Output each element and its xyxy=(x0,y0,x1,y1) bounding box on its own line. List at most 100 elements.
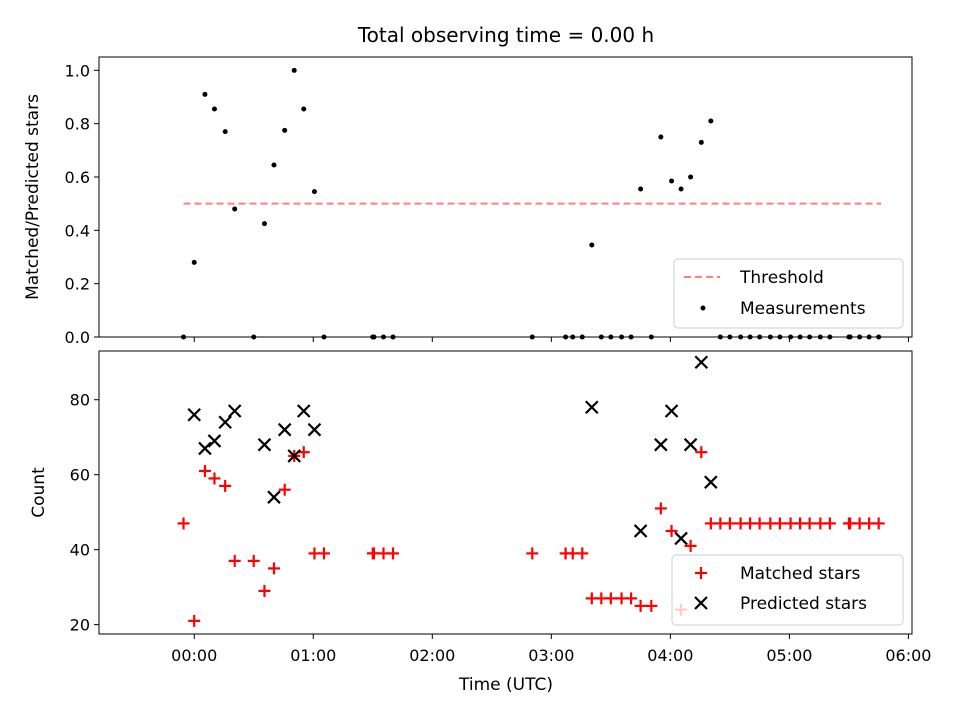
bottom-y-tick-label: 40 xyxy=(70,541,90,560)
matched-star-point xyxy=(267,562,280,575)
matched-stars-points xyxy=(177,446,885,627)
matched-star-point xyxy=(665,524,678,537)
predicted-star-point xyxy=(277,422,292,437)
x-tick-label: 05:00 xyxy=(766,646,812,665)
top-panel: 0.0 0.2 0.4 0.6 0.8 1.0 Matched/Predicted sta… xyxy=(23,56,913,347)
measurement-point xyxy=(589,242,595,248)
legend-predicted-label: Predicted stars xyxy=(740,594,867,614)
legend-measurements-swatch xyxy=(700,305,706,311)
matched-star-point xyxy=(625,592,638,605)
x-tick-label: 01:00 xyxy=(290,646,336,665)
matched-star-point xyxy=(695,446,708,459)
measurement-point xyxy=(211,106,217,112)
matched-star-point xyxy=(219,479,232,492)
measurement-point xyxy=(708,118,714,124)
top-y-tick-label: 0.2 xyxy=(65,275,90,294)
top-y-tick-label: 0.6 xyxy=(65,168,90,187)
matched-star-point xyxy=(228,554,241,567)
top-legend-box xyxy=(673,258,904,329)
predicted-star-point xyxy=(218,415,232,429)
matched-star-point xyxy=(645,599,658,612)
predicted-star-point xyxy=(664,404,679,418)
top-y-tick-label: 0.0 xyxy=(65,328,90,347)
legend-predicted-swatch xyxy=(694,596,708,610)
matched-star-point xyxy=(773,517,786,530)
measurement-point xyxy=(301,106,307,112)
predicted-star-point xyxy=(585,400,599,415)
predicted-star-point xyxy=(674,531,688,546)
predicted-stars-points xyxy=(187,355,718,546)
measurement-point xyxy=(291,67,297,73)
measurement-point xyxy=(688,174,694,180)
bottom-panel: 20 40 60 80 00:00 01:00 02:00 03:00 04:00 05:00 06… xyxy=(29,350,932,695)
bottom-legend-box xyxy=(671,554,904,626)
matched-star-point xyxy=(387,547,400,560)
predicted-star-point xyxy=(227,404,242,418)
matched-star-point xyxy=(177,517,190,530)
matched-star-point xyxy=(278,483,291,496)
matched-star-point xyxy=(604,592,617,605)
top-legend: Threshold Measurements xyxy=(673,258,904,329)
predicted-star-point xyxy=(187,407,202,422)
x-tick-label: 02:00 xyxy=(409,646,455,665)
top-y-tick-label: 0.8 xyxy=(65,115,90,134)
measurement-point xyxy=(698,139,704,145)
matched-star-point xyxy=(684,539,697,552)
measurement-point xyxy=(271,162,277,168)
matched-star-point xyxy=(723,517,736,530)
measurement-point xyxy=(638,186,644,192)
predicted-star-point xyxy=(267,490,281,504)
x-tick-label: 03:00 xyxy=(528,646,574,665)
top-y-tick-label: 0.4 xyxy=(65,221,90,240)
predicted-star-point xyxy=(654,437,668,452)
top-axes-frame xyxy=(98,56,913,338)
predicted-star-point xyxy=(683,437,698,452)
x-axis-label: Time (UTC) xyxy=(458,675,553,695)
measurement-point xyxy=(191,259,197,265)
bottom-legend: Matched stars Predicted stars xyxy=(671,554,904,626)
matched-star-point xyxy=(317,547,330,560)
x-tick-label: 06:00 xyxy=(885,646,931,665)
legend-matched-swatch xyxy=(695,567,707,579)
predicted-star-point xyxy=(633,524,648,538)
matched-star-point xyxy=(803,517,816,530)
matched-star-point xyxy=(823,517,836,530)
predicted-star-point xyxy=(257,437,272,452)
predicted-star-point xyxy=(287,449,301,463)
legend-measurements-label: Measurements xyxy=(740,299,866,319)
legend-threshold-label: Threshold xyxy=(739,268,824,288)
bottom-y-tick-label: 60 xyxy=(70,466,90,485)
bottom-y-axis-label: Count xyxy=(29,467,49,518)
predicted-star-point xyxy=(307,422,322,437)
measurement-point xyxy=(658,134,664,140)
matched-star-point xyxy=(188,614,201,627)
measurement-point xyxy=(232,206,238,212)
matched-star-point xyxy=(297,446,310,459)
x-tick-label: 04:00 xyxy=(647,646,693,665)
x-tick-label: 00:00 xyxy=(171,646,217,665)
predicted-star-point xyxy=(296,404,311,418)
matched-star-point xyxy=(654,502,667,515)
top-ticks: 0.0 0.2 0.4 0.6 0.8 1.0 xyxy=(65,61,909,347)
top-y-axis-label: Matched/Predicted stars xyxy=(23,94,43,300)
matched-star-point xyxy=(208,472,221,485)
matched-star-point xyxy=(872,517,885,530)
bottom-y-tick-label: 20 xyxy=(70,616,90,635)
measurement-point xyxy=(202,91,208,97)
predicted-star-point xyxy=(694,355,709,370)
bottom-axes-frame xyxy=(98,350,913,635)
bottom-ticks: 20 40 60 80 00:00 01:00 02:00 03:00 04:00 05:00 06… xyxy=(70,391,932,665)
matched-star-point xyxy=(753,517,766,530)
measurement-point xyxy=(669,178,675,184)
matched-star-point xyxy=(247,554,260,567)
measurement-point xyxy=(282,127,288,133)
legend-matched-label: Matched stars xyxy=(740,564,860,584)
predicted-star-point xyxy=(207,434,222,448)
matched-star-point xyxy=(634,599,647,612)
measurement-point xyxy=(222,129,228,135)
matched-star-point xyxy=(258,584,271,597)
measurement-point xyxy=(311,189,317,195)
bottom-y-tick-label: 80 xyxy=(70,391,90,410)
predicted-star-point xyxy=(198,441,212,456)
